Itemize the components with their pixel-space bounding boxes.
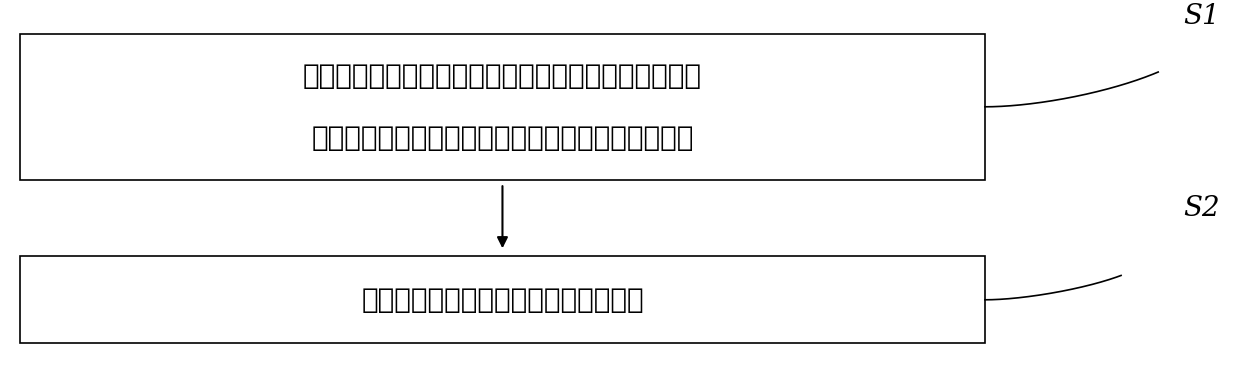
Text: 钼基底进行高密度离子体干法刻蚀，形成金属钼尖锥: 钼基底进行高密度离子体干法刻蚀，形成金属钼尖锥 xyxy=(311,124,693,152)
Text: S2: S2 xyxy=(1183,194,1220,221)
Bar xyxy=(20,34,985,180)
Text: S1: S1 xyxy=(1183,3,1220,30)
Text: 在金属钼基底上形成刻蚀掩膜，并利用刻蚀掩膜对金属: 在金属钼基底上形成刻蚀掩膜，并利用刻蚀掩膜对金属 xyxy=(303,62,702,90)
Bar xyxy=(20,256,985,343)
Text: 将金属钼尖锥的尖部上的刻蚀掩膜去除: 将金属钼尖锥的尖部上的刻蚀掩膜去除 xyxy=(361,286,644,314)
